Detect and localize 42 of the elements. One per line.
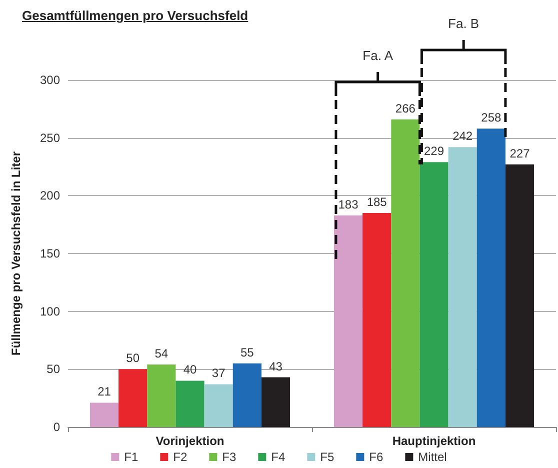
chart-title: Gesamtfüllmengen pro Versuchsfeld — [22, 8, 248, 23]
y-tick-label: 300 — [40, 73, 60, 87]
data-label: 37 — [212, 366, 226, 380]
text: Fa. A — [362, 48, 394, 63]
legend-label: F2 — [173, 450, 188, 464]
data-label: 54 — [154, 346, 168, 361]
legend-label: F1 — [124, 450, 138, 464]
bar — [176, 380, 204, 427]
y-tick-label: 50 — [46, 362, 60, 376]
legend-label: Mittel — [418, 450, 447, 464]
data-label: 258 — [481, 110, 502, 125]
legend-label: F4 — [271, 450, 286, 464]
bar — [147, 364, 176, 427]
data-label: 183 — [338, 197, 359, 212]
y-tick-label: 0 — [53, 420, 60, 434]
bar — [232, 363, 262, 427]
bar — [261, 377, 290, 427]
data-label: 50 — [126, 351, 140, 366]
data-label: 21 — [98, 384, 112, 399]
legend-label: F5 — [320, 450, 334, 464]
y-tick-label: 150 — [40, 246, 60, 260]
x-tick-label: Hauptinjektion — [392, 434, 476, 448]
data-label: 242 — [452, 129, 473, 144]
bar — [505, 164, 534, 427]
legend-label: F3 — [222, 450, 236, 464]
bar — [204, 384, 233, 427]
data-label: 185 — [366, 195, 388, 210]
bar — [118, 369, 148, 427]
y-axis-title: Füllmenge pro Versuchsfeld in Liter — [9, 151, 23, 356]
data-label: 266 — [395, 101, 416, 116]
x-tick-label: Vorinjektion — [156, 434, 224, 448]
y-tick-label: 100 — [40, 304, 60, 318]
y-tick-label: 200 — [40, 188, 60, 203]
data-label: 55 — [240, 345, 254, 360]
bar — [90, 402, 119, 427]
text: Fa. B — [448, 16, 480, 31]
data-label: 40 — [183, 362, 197, 377]
data-label: 43 — [269, 359, 283, 374]
legend-label: F6 — [369, 450, 384, 464]
data-label: 227 — [510, 146, 530, 160]
y-tick-label: 250 — [40, 130, 60, 145]
data-label: 229 — [424, 144, 444, 158]
